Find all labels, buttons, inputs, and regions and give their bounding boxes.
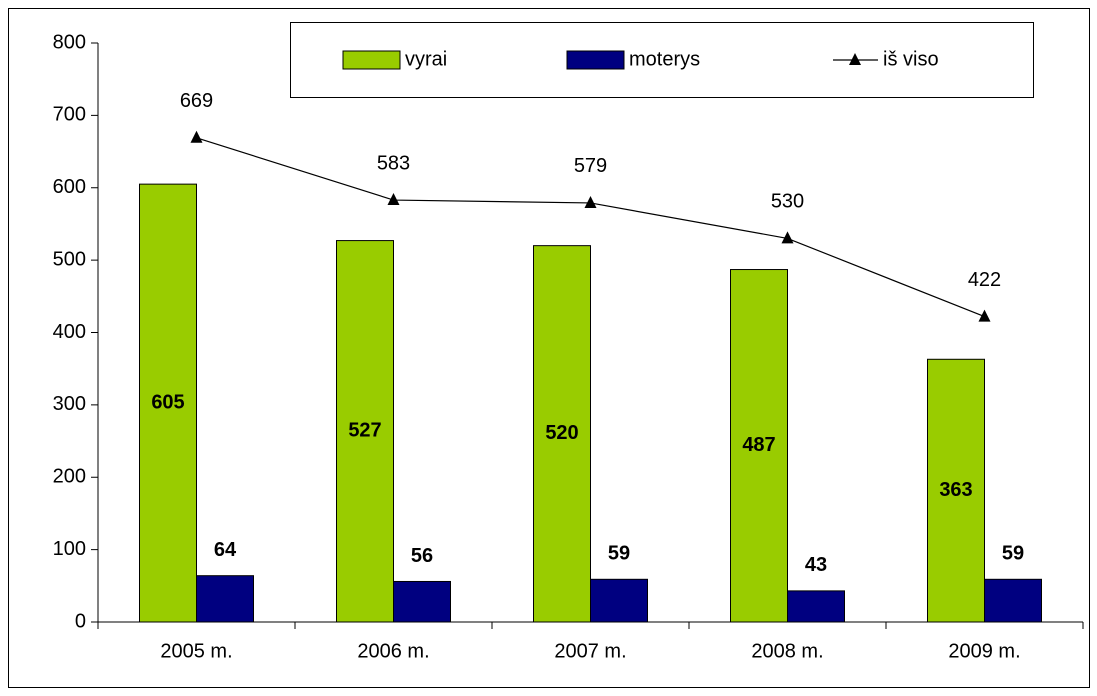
data-label: 605 <box>151 391 184 413</box>
y-tick-label: 500 <box>53 248 86 270</box>
marker <box>387 193 400 206</box>
legend-box <box>290 22 1034 98</box>
legend-label: vyrai <box>405 48 447 70</box>
bar <box>196 575 254 623</box>
bar <box>533 245 591 623</box>
bar <box>984 578 1042 623</box>
y-tick-label: 800 <box>53 31 86 53</box>
data-label: 43 <box>805 554 827 576</box>
marker <box>190 130 203 143</box>
y-tick-label: 300 <box>53 393 86 415</box>
marker <box>781 231 794 244</box>
legend-label: moterys <box>629 48 700 70</box>
legend-swatch <box>342 50 401 70</box>
marker <box>584 195 597 208</box>
y-tick-label: 600 <box>53 176 86 198</box>
x-tick-label: 2008 m. <box>751 640 823 662</box>
bar <box>590 578 648 623</box>
y-tick-label: 100 <box>53 538 86 560</box>
bar <box>927 358 985 623</box>
x-tick-label: 2007 m. <box>554 640 626 662</box>
data-label: 363 <box>939 479 972 501</box>
bar <box>730 269 788 623</box>
data-label: 487 <box>742 434 775 456</box>
y-tick-label: 0 <box>75 610 86 632</box>
data-label: 56 <box>411 545 433 567</box>
data-label: 59 <box>1002 543 1024 565</box>
legend-marker <box>849 53 861 65</box>
data-label: 422 <box>968 269 1001 291</box>
marker <box>978 309 991 322</box>
legend-swatch <box>566 50 625 70</box>
bar <box>787 590 845 623</box>
x-tick-label: 2009 m. <box>948 640 1020 662</box>
y-tick-label: 700 <box>53 104 86 126</box>
data-label: 520 <box>545 422 578 444</box>
data-label: 579 <box>574 155 607 177</box>
data-label: 527 <box>348 420 381 442</box>
x-tick-label: 2006 m. <box>357 640 429 662</box>
data-label: 59 <box>608 543 630 565</box>
data-label: 64 <box>214 539 237 561</box>
y-tick-label: 400 <box>53 321 86 343</box>
bar <box>393 580 451 623</box>
bar <box>139 183 197 623</box>
data-label: 669 <box>180 90 213 112</box>
y-tick-label: 200 <box>53 466 86 488</box>
data-label: 583 <box>377 152 410 174</box>
data-label: 530 <box>771 191 804 213</box>
legend-label: iš viso <box>883 48 939 70</box>
x-tick-label: 2005 m. <box>160 640 232 662</box>
bar <box>336 240 394 623</box>
